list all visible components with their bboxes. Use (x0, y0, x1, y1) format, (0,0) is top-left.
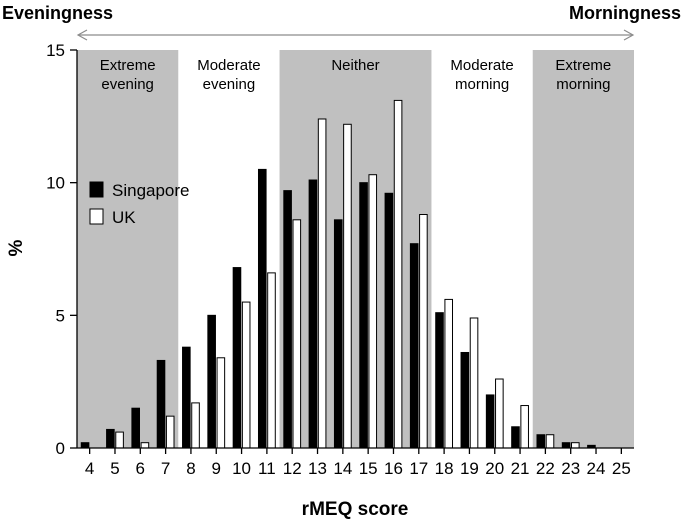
x-tick-label-18: 18 (435, 459, 454, 478)
x-tick-label-15: 15 (359, 459, 378, 478)
region-labels: Extreme evening Moderate evening Neither Mode… (100, 57, 612, 93)
x-tick-label-25: 25 (612, 459, 631, 478)
x-tick-label-21: 21 (511, 459, 530, 478)
x-tick-label-17: 17 (409, 459, 428, 478)
bar-uk-6 (140, 442, 150, 449)
x-tick-label-11: 11 (258, 459, 276, 478)
x-tick-label-5: 5 (110, 459, 119, 478)
bar-uk-23 (571, 442, 580, 449)
region-label-4-0: Extreme (555, 57, 611, 74)
bar-uk-13 (317, 118, 327, 449)
bar-singapore-12 (283, 190, 292, 449)
bar-singapore-5 (106, 428, 115, 449)
legend-swatch-singapore (89, 181, 104, 198)
bar-uk-12 (292, 219, 302, 449)
range-arrow-right-head (623, 29, 635, 41)
bar-singapore-6 (131, 407, 140, 449)
bar-singapore-7 (156, 359, 166, 449)
bar-uk-15 (368, 174, 378, 449)
morningness-label: Morningness (569, 3, 681, 23)
range-arrow-left-head (76, 29, 88, 41)
bar-uk-8 (191, 402, 200, 449)
y-tick-label-10: 10 (46, 174, 65, 193)
x-tick-label-12: 12 (283, 459, 302, 478)
bar-uk-10 (241, 301, 251, 449)
x-tick-label-23: 23 (561, 459, 580, 478)
bar-uk-14 (343, 123, 352, 449)
bar-uk-11 (267, 272, 276, 449)
bar-singapore-10 (232, 267, 242, 449)
x-tick-label-22: 22 (536, 459, 555, 478)
bar-singapore-13 (308, 179, 318, 449)
bar-uk-16 (393, 99, 403, 449)
region-label-0-0: Extreme (100, 57, 156, 74)
bar-uk-17 (419, 214, 428, 449)
x-tick-label-4: 4 (85, 459, 94, 478)
bar-singapore-15 (359, 182, 368, 449)
bar-uk-5 (115, 431, 124, 449)
x-tick-label-6: 6 (136, 459, 145, 478)
region-label-3-0: Moderate (450, 57, 513, 74)
bar-uk-7 (165, 415, 175, 449)
bar-uk-9 (216, 357, 226, 449)
legend-label-singapore: Singapore (112, 181, 190, 200)
x-tick-label-9: 9 (212, 459, 221, 478)
bar-singapore-18 (435, 312, 444, 449)
region-label-3-1: morning (455, 76, 509, 93)
x-tick-label-14: 14 (333, 459, 352, 478)
region-band-2 (279, 50, 432, 448)
bar-singapore-11 (257, 168, 267, 449)
region-label-1-0: Moderate (197, 57, 260, 74)
x-tick-label-20: 20 (485, 459, 504, 478)
legend-swatch-uk (89, 208, 104, 225)
bar-singapore-20 (485, 394, 495, 449)
bar-singapore-23 (561, 442, 571, 449)
region-label-0-1: evening (101, 76, 154, 93)
region-label-4-1: morning (556, 76, 610, 93)
region-label-2-0: Neither (331, 57, 379, 74)
x-tick-label-16: 16 (384, 459, 403, 478)
bar-uk-18 (444, 298, 454, 449)
bar-singapore-4 (80, 442, 90, 449)
bar-singapore-14 (333, 219, 343, 449)
bar-singapore-19 (460, 351, 470, 449)
bar-uk-22 (545, 434, 555, 449)
corner-labels: Eveningness Morningness (2, 3, 681, 41)
region-band-4 (532, 50, 634, 448)
y-axis-title: % (6, 239, 27, 256)
legend-label-uk: UK (112, 208, 136, 227)
x-tick-label-7: 7 (161, 459, 170, 478)
x-tick-label-13: 13 (308, 459, 327, 478)
x-tick-label-19: 19 (460, 459, 479, 478)
x-axis-title: rMEQ score (302, 499, 409, 520)
bar-singapore-22 (536, 434, 546, 449)
y-tick-label-15: 15 (46, 41, 65, 60)
bar-uk-19 (469, 317, 479, 449)
y-tick-label-0: 0 (56, 439, 65, 458)
bar-singapore-21 (511, 426, 520, 449)
bar-singapore-8 (182, 346, 191, 449)
chronotype-regions (77, 50, 634, 448)
bar-singapore-9 (207, 314, 216, 449)
eveningness-label: Eveningness (2, 3, 113, 23)
y-tick-label-5: 5 (56, 306, 65, 325)
x-tick-label-8: 8 (186, 459, 195, 478)
x-tick-label-10: 10 (232, 459, 251, 478)
legend: Singapore UK (89, 181, 190, 227)
bar-singapore-17 (409, 243, 419, 449)
bar-uk-20 (495, 378, 504, 449)
region-label-1-1: evening (203, 76, 256, 93)
x-tick-label-24: 24 (587, 459, 606, 478)
bar-singapore-16 (384, 192, 394, 449)
bar-uk-21 (520, 405, 529, 449)
